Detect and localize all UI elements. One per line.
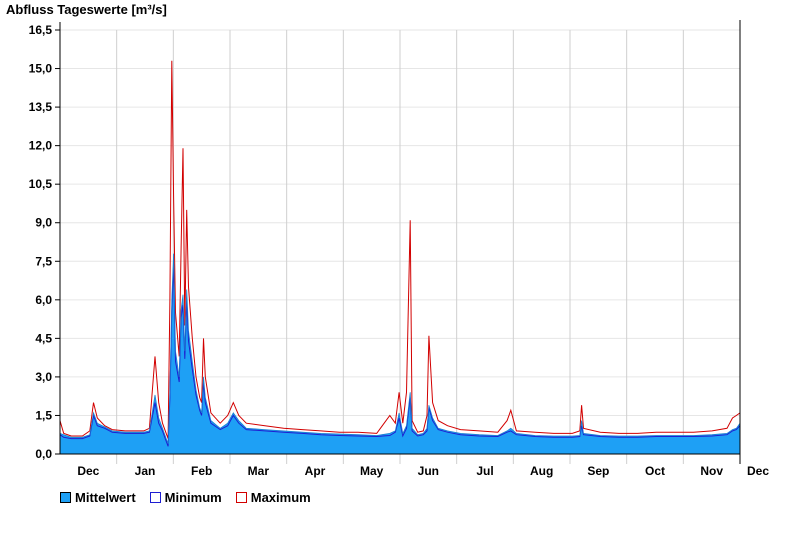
x-tick-label: Aug: [530, 464, 553, 478]
y-tick-label: 7,5: [35, 254, 52, 268]
legend-item-minimum: Minimum: [149, 490, 222, 505]
x-tick-label: Sep: [587, 464, 609, 478]
y-tick-label: 6,0: [35, 293, 52, 307]
legend: Mittelwert Minimum Maximum: [60, 490, 311, 505]
legend-swatch-mean: [60, 492, 71, 503]
x-axis-ticks: Dec Jan Feb Mar Apr May Jun Jul Aug Sep Oct Nov Dec: [77, 464, 769, 478]
x-tick-label: Apr: [305, 464, 326, 478]
legend-label-mean: Mittelwert: [75, 490, 136, 505]
series-area: [60, 253, 740, 454]
x-tick-label: Dec: [77, 464, 99, 478]
x-tick-label: May: [360, 464, 384, 478]
y-tick-label: 16,5: [29, 23, 53, 37]
mean-area: [60, 253, 740, 454]
mean-line: [59, 253, 741, 444]
legend-label-minimum: Minimum: [164, 490, 222, 505]
legend-label-maximum: Maximum: [250, 490, 311, 505]
gridlines: [60, 29, 740, 464]
y-tick-label: 9,0: [35, 216, 52, 230]
x-tick-label: Jul: [476, 464, 493, 478]
y-axis-ticks: 0,0 1,5 3,0 4,5 6,0 7,5 9,0 10,5 12,0 13,5 15,0 16,…: [29, 23, 60, 461]
y-tick-label: 15,0: [29, 62, 53, 76]
axes: [59, 20, 741, 464]
y-tick-label: 1,5: [35, 408, 52, 422]
legend-swatch-maximum: [235, 492, 247, 503]
y-tick-label: 4,5: [35, 331, 52, 345]
series-lines: [59, 60, 741, 447]
y-tick-label: 3,0: [35, 370, 52, 384]
y-tick-label: 0,0: [35, 447, 52, 461]
legend-item-maximum: Maximum: [235, 490, 311, 505]
y-tick-label: 10,5: [29, 177, 53, 191]
minimum-line: [59, 263, 741, 447]
x-tick-label: Jun: [418, 464, 439, 478]
x-tick-label: Mar: [248, 464, 270, 478]
chart-title: Abfluss Tageswerte [m³/s]: [6, 2, 167, 17]
chart: 0,0 1,5 3,0 4,5 6,0 7,5 9,0 10,5 12,0 13,5 15,0 16,…: [29, 20, 769, 478]
maximum-line: [59, 60, 741, 439]
legend-item-mean: Mittelwert: [60, 490, 136, 505]
y-tick-label: 12,0: [29, 139, 53, 153]
x-tick-label: Feb: [191, 464, 212, 478]
x-tick-label: Nov: [700, 464, 723, 478]
y-tick-label: 13,5: [29, 100, 53, 114]
x-tick-label: Oct: [645, 464, 665, 478]
legend-swatch-minimum: [149, 492, 161, 503]
x-tick-label: Jan: [135, 464, 156, 478]
x-tick-label: Dec: [747, 464, 769, 478]
